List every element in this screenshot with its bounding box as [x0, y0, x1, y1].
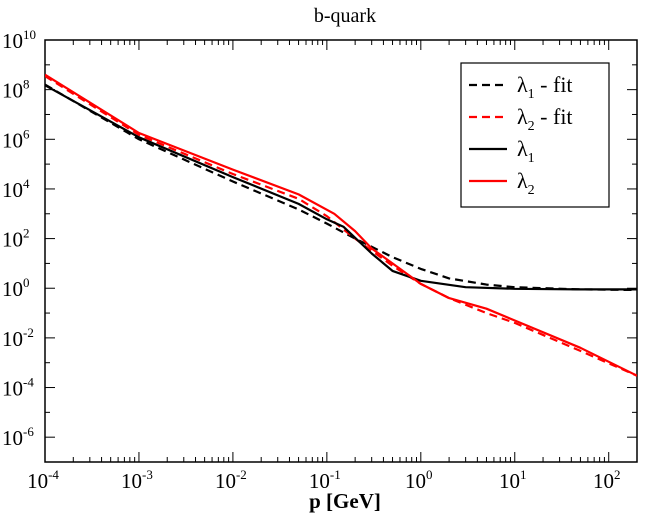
legend-label: λ2 - fit: [517, 104, 573, 134]
x-tick-label: 10-2: [215, 467, 247, 493]
x-tick-label: 101: [499, 467, 527, 493]
x-tick-label: 10-1: [309, 467, 341, 493]
y-tick-label: 10-6: [2, 424, 34, 450]
y-tick-label: 108: [2, 77, 30, 103]
legend-box: [460, 62, 610, 208]
y-tick-label: 10-4: [2, 375, 34, 401]
x-tick-label: 10-4: [27, 467, 59, 493]
series-line-2: [45, 75, 637, 377]
y-tick-label: 100: [2, 275, 30, 301]
y-tick-label: 10-2: [2, 325, 34, 351]
legend-label: λ2: [517, 168, 535, 198]
y-tick-label: 1010: [2, 27, 36, 53]
series-line-4: [45, 73, 637, 377]
x-tick-label: 102: [593, 467, 621, 493]
x-tick-label: 100: [405, 467, 433, 493]
y-tick-label: 106: [2, 126, 30, 152]
series-line-3: [45, 84, 637, 291]
series-line-1: [45, 83, 637, 292]
x-tick-label: 10-3: [121, 467, 153, 493]
chart-title: b-quark: [314, 5, 376, 27]
legend-label: λ1: [517, 136, 535, 166]
series-layer: [45, 73, 637, 377]
x-axis-label: p [GeV]: [309, 489, 381, 513]
legend-label: λ1 - fit: [517, 72, 573, 102]
y-tick-labels: 10-6 10-4 10-2 100 102 104 106 108 1010: [2, 27, 36, 450]
axis-ticks: [44, 39, 638, 463]
y-tick-label: 104: [2, 176, 30, 202]
x-tick-labels: 10-4 10-3 10-2 10-1 100 101 102: [27, 467, 620, 493]
y-tick-label: 102: [2, 226, 30, 252]
